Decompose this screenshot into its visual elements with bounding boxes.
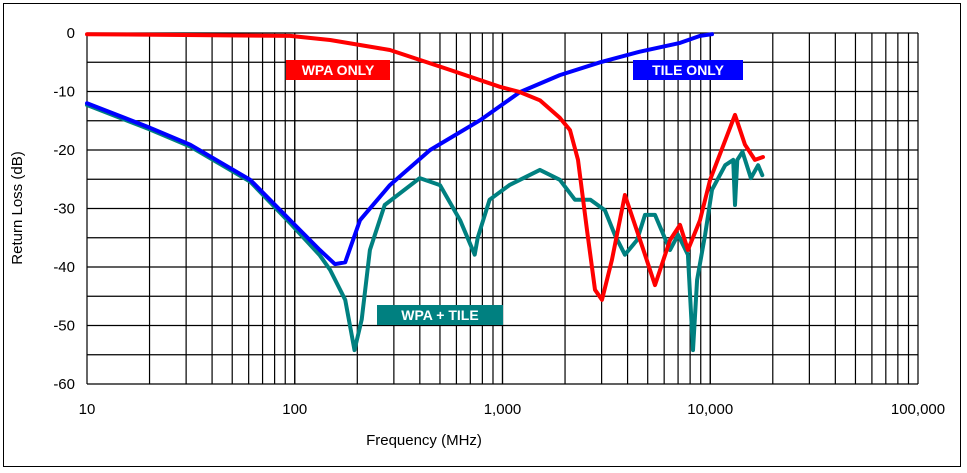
- series-label: TILE ONLY: [652, 62, 724, 78]
- series-line-tile-only: [85, 32, 714, 267]
- y-tick-label: -60: [53, 376, 75, 393]
- series-label: WPA + TILE: [401, 307, 478, 323]
- tick-labels: 10 100 1,000 10,000 100,000 0 -10 -20 -30 -40 -50 -…: [53, 25, 945, 418]
- x-tick-label: 100,000: [891, 401, 945, 418]
- series-label: WPA ONLY: [302, 62, 375, 78]
- series-label-box: [286, 60, 390, 80]
- chart-frame: [3, 3, 961, 467]
- series-label-box: [377, 305, 503, 325]
- y-tick-label: -30: [53, 201, 75, 218]
- x-axis-title: Frequency (MHz): [366, 432, 482, 449]
- x-tick-label: 10,000: [687, 401, 733, 418]
- y-tick-label: 0: [67, 25, 75, 42]
- y-tick-label: -50: [53, 318, 75, 335]
- y-tick-label: -20: [53, 142, 75, 159]
- y-tick-label: -10: [53, 84, 75, 101]
- series-lines: [85, 32, 765, 353]
- series-label-box: [633, 60, 743, 80]
- x-tick-label: 1,000: [484, 401, 522, 418]
- y-axis-title: Return Loss (dB): [9, 151, 26, 264]
- series-labels: WPA ONLY TILE ONLY WPA + TILE: [286, 60, 743, 325]
- series-line-wpa-only: [85, 32, 765, 302]
- series-line-wpa-tile: [85, 103, 765, 353]
- y-tick-label: -40: [53, 259, 75, 276]
- x-tick-label: 100: [282, 401, 307, 418]
- x-tick-label: 10: [79, 401, 96, 418]
